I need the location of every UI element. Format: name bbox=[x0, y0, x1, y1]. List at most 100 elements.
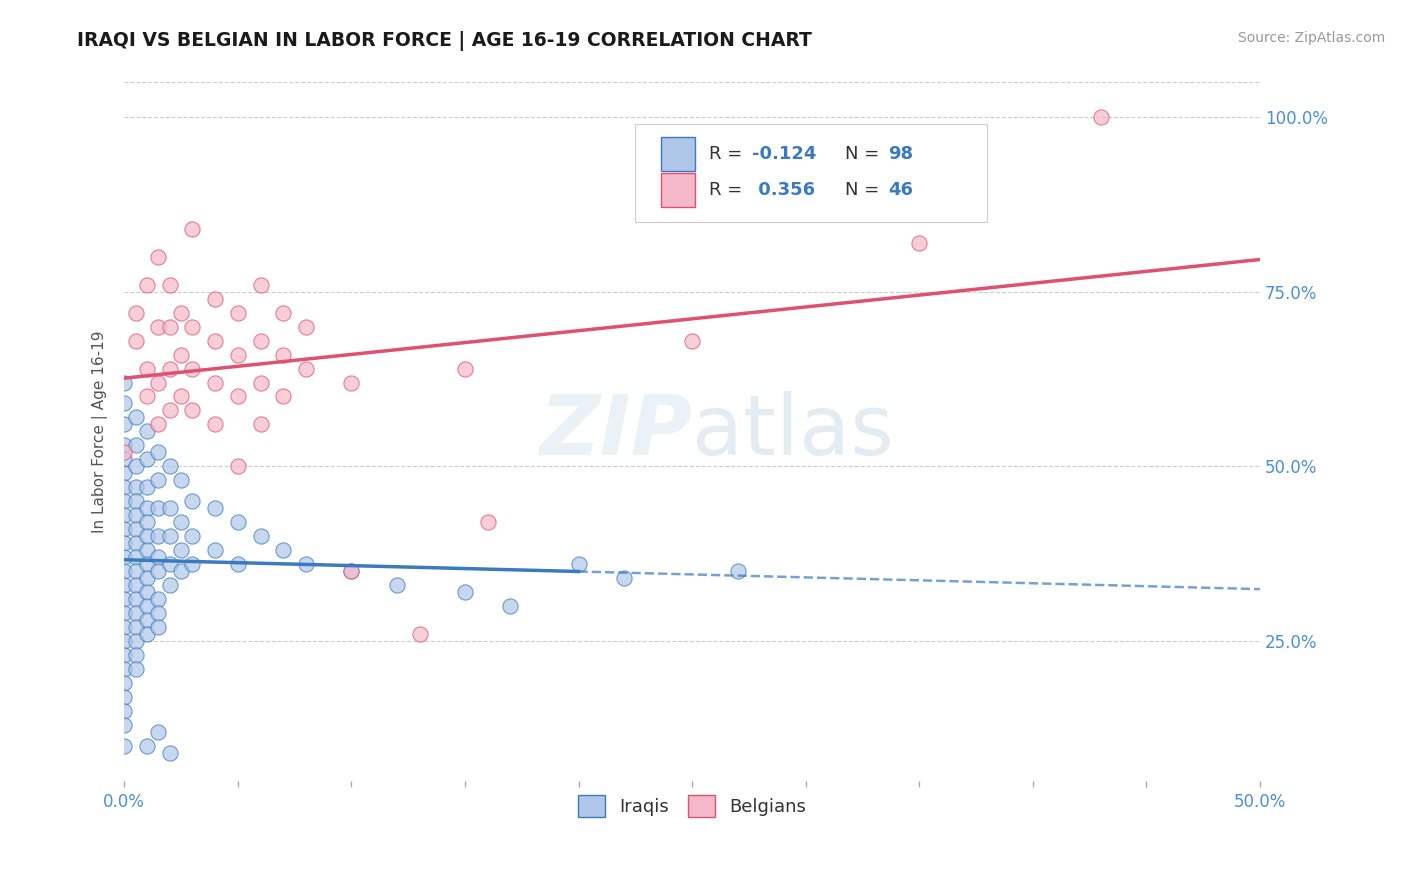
Point bbox=[112, 620, 135, 634]
Point bbox=[136, 480, 159, 494]
Point bbox=[681, 334, 703, 348]
Point bbox=[148, 620, 170, 634]
Point bbox=[136, 361, 159, 376]
Point bbox=[136, 425, 159, 439]
Point bbox=[159, 319, 181, 334]
Text: N =: N = bbox=[845, 181, 886, 199]
Point bbox=[408, 627, 430, 641]
Point bbox=[170, 564, 193, 578]
FancyBboxPatch shape bbox=[661, 173, 696, 207]
Point bbox=[112, 417, 135, 432]
Point bbox=[499, 599, 522, 614]
Text: R =: R = bbox=[709, 145, 748, 163]
Point bbox=[112, 494, 135, 508]
Point bbox=[295, 558, 318, 572]
Point bbox=[170, 474, 193, 488]
Point bbox=[136, 529, 159, 543]
Point bbox=[204, 543, 226, 558]
Point bbox=[159, 558, 181, 572]
Point bbox=[112, 606, 135, 620]
Point bbox=[124, 578, 146, 592]
Point bbox=[226, 516, 249, 530]
Point bbox=[908, 235, 931, 250]
Point bbox=[567, 558, 589, 572]
Point bbox=[136, 613, 159, 627]
Point bbox=[148, 725, 170, 739]
Point bbox=[148, 501, 170, 516]
Point bbox=[112, 445, 135, 459]
Point bbox=[613, 571, 636, 585]
Point bbox=[148, 417, 170, 432]
Text: Source: ZipAtlas.com: Source: ZipAtlas.com bbox=[1237, 31, 1385, 45]
Point bbox=[181, 319, 204, 334]
Point bbox=[226, 459, 249, 474]
Point bbox=[124, 522, 146, 536]
Point bbox=[136, 277, 159, 292]
Point bbox=[148, 250, 170, 264]
Point bbox=[148, 319, 170, 334]
Point bbox=[124, 634, 146, 648]
Point bbox=[226, 389, 249, 403]
Point bbox=[454, 585, 477, 599]
Point bbox=[112, 536, 135, 550]
Point bbox=[181, 529, 204, 543]
Point bbox=[112, 648, 135, 662]
Point bbox=[148, 529, 170, 543]
Point bbox=[148, 376, 170, 390]
Point bbox=[159, 403, 181, 417]
Point bbox=[112, 452, 135, 467]
Point bbox=[477, 516, 499, 530]
Point bbox=[136, 558, 159, 572]
Point bbox=[136, 543, 159, 558]
Point bbox=[170, 347, 193, 361]
Point bbox=[124, 564, 146, 578]
Text: 98: 98 bbox=[889, 145, 914, 163]
Point bbox=[295, 319, 318, 334]
Point bbox=[271, 389, 294, 403]
Point bbox=[204, 334, 226, 348]
Point bbox=[204, 292, 226, 306]
Point bbox=[124, 334, 146, 348]
Point bbox=[124, 550, 146, 565]
Point bbox=[124, 606, 146, 620]
Point bbox=[112, 704, 135, 718]
Text: N =: N = bbox=[845, 145, 886, 163]
Point bbox=[112, 662, 135, 676]
Point bbox=[170, 389, 193, 403]
Point bbox=[181, 403, 204, 417]
Y-axis label: In Labor Force | Age 16-19: In Labor Force | Age 16-19 bbox=[93, 330, 108, 533]
Point bbox=[148, 592, 170, 607]
Point bbox=[124, 648, 146, 662]
Point bbox=[159, 578, 181, 592]
Point bbox=[112, 467, 135, 481]
Point bbox=[136, 389, 159, 403]
Point bbox=[124, 620, 146, 634]
Point bbox=[454, 361, 477, 376]
Point bbox=[181, 361, 204, 376]
Point bbox=[204, 417, 226, 432]
Point bbox=[271, 347, 294, 361]
Text: -0.124: -0.124 bbox=[752, 145, 817, 163]
Point bbox=[112, 508, 135, 523]
Point bbox=[124, 494, 146, 508]
Point bbox=[112, 396, 135, 410]
Point bbox=[249, 417, 271, 432]
Text: 0.356: 0.356 bbox=[752, 181, 815, 199]
Point bbox=[271, 305, 294, 319]
Point bbox=[112, 522, 135, 536]
Point bbox=[159, 277, 181, 292]
Point bbox=[181, 221, 204, 235]
FancyBboxPatch shape bbox=[636, 124, 987, 222]
Point bbox=[295, 361, 318, 376]
Point bbox=[136, 452, 159, 467]
Point bbox=[136, 571, 159, 585]
Point bbox=[181, 558, 204, 572]
Point bbox=[159, 529, 181, 543]
Point bbox=[124, 480, 146, 494]
Point bbox=[249, 529, 271, 543]
Legend: Iraqis, Belgians: Iraqis, Belgians bbox=[571, 788, 813, 824]
Point bbox=[1090, 110, 1112, 124]
Point bbox=[148, 445, 170, 459]
Text: atlas: atlas bbox=[692, 391, 894, 472]
Point bbox=[136, 516, 159, 530]
